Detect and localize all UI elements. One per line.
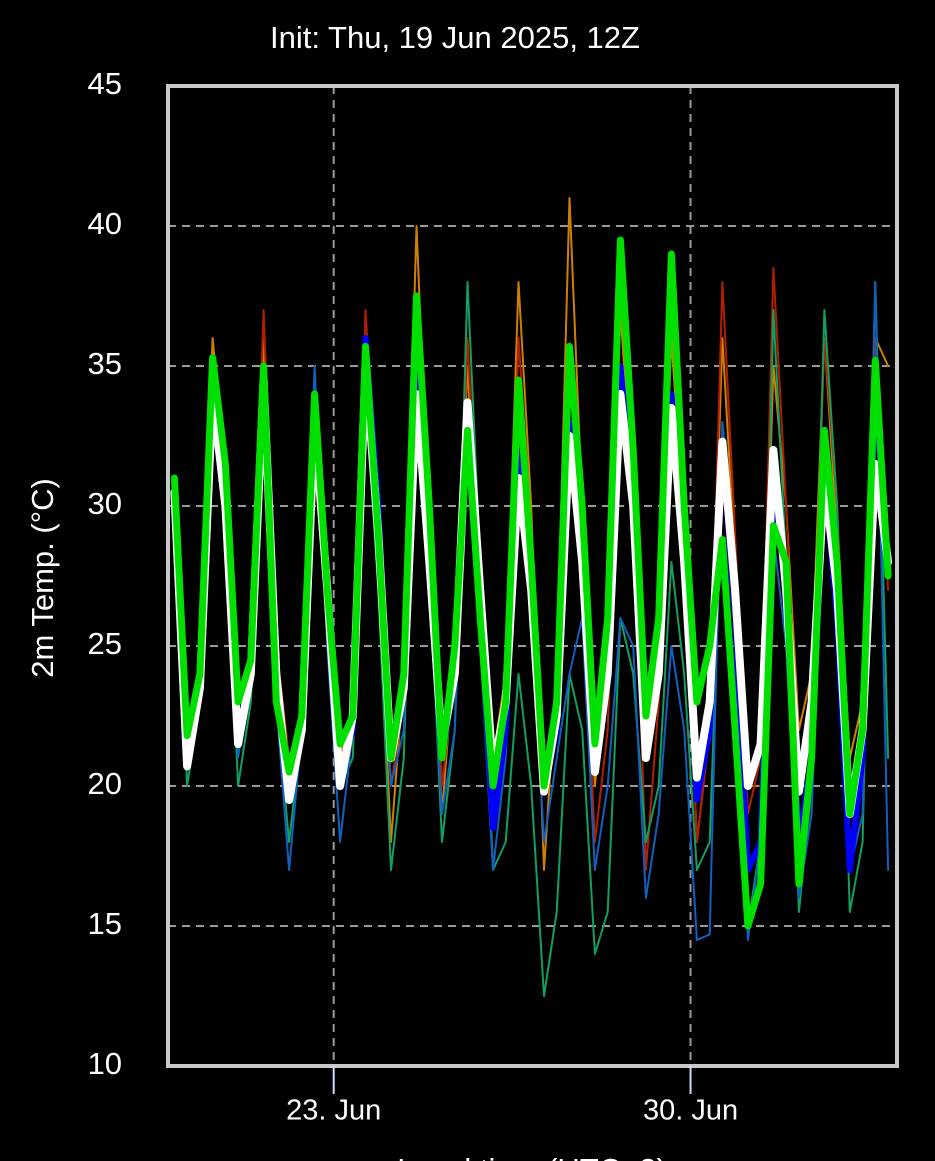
- x-tick-label: 23. Jun: [286, 1095, 381, 1127]
- y-tick-label: 20: [88, 766, 122, 801]
- y-tick-label: 30: [88, 486, 122, 521]
- x-tick-label: 30. Jun: [643, 1095, 738, 1127]
- plot-frame: [166, 84, 899, 1068]
- y-tick-label: 35: [88, 346, 122, 381]
- y-tick-label: 25: [88, 626, 122, 661]
- x-axis-label: Local time (UTC+2): [397, 1152, 667, 1161]
- series-line: [170, 236, 892, 930]
- y-tick-label: 10: [88, 1046, 122, 1081]
- y-tick-label: 15: [88, 906, 122, 941]
- y-axis-label: 2m Temp. (°C): [25, 478, 60, 678]
- y-tick-label: 45: [88, 66, 122, 101]
- chart-title: Init: Thu, 19 Jun 2025, 12Z: [270, 20, 640, 55]
- lines: [170, 197, 893, 997]
- y-tick-label: 40: [88, 206, 122, 241]
- tick-labels: 10 15 20 25 30 35 40 45 23. Jun 30. Jun: [88, 66, 739, 1126]
